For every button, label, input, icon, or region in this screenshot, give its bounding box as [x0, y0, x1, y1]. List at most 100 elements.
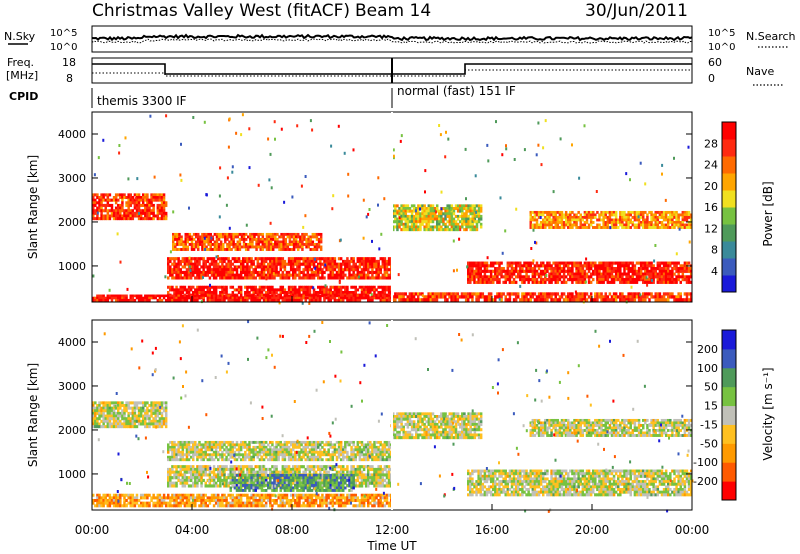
- heat-cell: [477, 298, 480, 302]
- heat-cell: [550, 298, 553, 302]
- heat-cell: [431, 292, 435, 296]
- nsearch-label: N.Search: [746, 30, 796, 43]
- heat-cell: [137, 298, 141, 302]
- heat-cell: [285, 298, 289, 302]
- speckle: [371, 239, 373, 243]
- heat-cell: [308, 273, 312, 277]
- heat-cell: [142, 401, 145, 405]
- heat-cell: [250, 262, 253, 266]
- freq-tick-top: 18: [62, 56, 76, 69]
- heat-cell: [135, 196, 139, 200]
- heat-cell: [685, 261, 689, 265]
- heat-cell: [296, 268, 299, 272]
- heat-cell: [303, 237, 306, 241]
- heat-cell: [529, 278, 532, 282]
- heat-cell: [331, 294, 335, 298]
- heat-cell: [110, 409, 114, 413]
- heat-cell: [521, 280, 524, 284]
- heat-cell: [517, 275, 520, 279]
- heat-cell: [121, 409, 124, 413]
- heat-cell: [222, 248, 225, 251]
- heat-cell: [506, 275, 510, 279]
- heat-cell: [344, 296, 347, 300]
- heat-cell: [217, 245, 221, 249]
- heat-cell: [458, 295, 462, 299]
- heat-cell: [129, 401, 132, 405]
- heat-cell: [217, 445, 220, 449]
- heat-cell: [554, 213, 557, 217]
- heat-cell: [237, 298, 241, 302]
- heat-cell: [189, 294, 193, 298]
- heat-cell: [265, 237, 269, 241]
- speckle: [93, 173, 96, 177]
- heat-cell: [173, 440, 176, 444]
- heat-cell: [525, 278, 528, 282]
- heat-cell: [269, 455, 272, 459]
- heat-cell: [269, 453, 272, 457]
- heat-cell: [235, 443, 239, 447]
- heat-cell: [239, 298, 243, 302]
- heat-cell: [117, 206, 120, 210]
- heat-cell: [383, 273, 387, 277]
- heat-cell: [137, 201, 141, 205]
- heat-cell: [425, 220, 428, 224]
- heat-cell: [114, 294, 118, 298]
- heat-cell: [210, 285, 214, 289]
- heat-cell: [637, 278, 641, 282]
- heat-cell: [498, 295, 501, 299]
- heat-cell: [242, 440, 245, 444]
- heat-cell: [337, 291, 341, 295]
- heat-cell: [235, 448, 239, 452]
- heat-cell: [127, 401, 130, 405]
- heat-cell: [284, 243, 287, 246]
- heat-cell: [112, 209, 116, 213]
- heat-cell: [219, 240, 223, 244]
- heat-cell: [175, 458, 178, 462]
- heat-cell: [637, 221, 641, 224]
- heat-cell: [267, 257, 270, 261]
- heat-cell: [125, 417, 128, 421]
- heat-cell: [481, 269, 485, 273]
- heat-cell: [519, 269, 522, 273]
- heat-cell: [127, 198, 130, 202]
- heat-cell: [297, 248, 300, 251]
- heat-cell: [364, 285, 368, 289]
- heat-cell: [681, 298, 685, 302]
- nave-tick-top: 60: [708, 56, 722, 69]
- speckle: [178, 237, 180, 241]
- heat-cell: [629, 267, 632, 271]
- heat-cell: [646, 269, 649, 273]
- heat-cell: [677, 292, 680, 296]
- heat-cell: [208, 291, 212, 295]
- heat-cell: [606, 278, 610, 282]
- heat-cell: [635, 223, 639, 227]
- heat-cell: [257, 235, 260, 239]
- heat-cell: [248, 276, 251, 280]
- heat-cell: [321, 276, 324, 280]
- heat-cell: [246, 296, 249, 300]
- heat-cell: [125, 211, 128, 215]
- heat-cell: [458, 214, 462, 218]
- heat-cell: [660, 295, 664, 299]
- heat-cell: [125, 419, 128, 423]
- heat-cell: [231, 273, 235, 277]
- heat-cell: [106, 417, 110, 421]
- heat-cell: [364, 288, 368, 292]
- heat-cell: [514, 269, 518, 273]
- heat-cell: [194, 450, 197, 454]
- heat-cell: [275, 291, 278, 295]
- heat-cell: [112, 414, 116, 418]
- heat-cell: [211, 248, 215, 251]
- heat-cell: [289, 259, 293, 264]
- heat-cell: [108, 217, 112, 221]
- heat-cell: [277, 298, 280, 302]
- heat-cell: [189, 296, 193, 300]
- heat-cell: [396, 225, 399, 229]
- heat-cell: [533, 213, 537, 217]
- heat-cell: [148, 209, 151, 213]
- speckle: [283, 200, 286, 204]
- heat-cell: [452, 225, 456, 229]
- heat-cell: [564, 275, 568, 279]
- speckle: [414, 209, 417, 213]
